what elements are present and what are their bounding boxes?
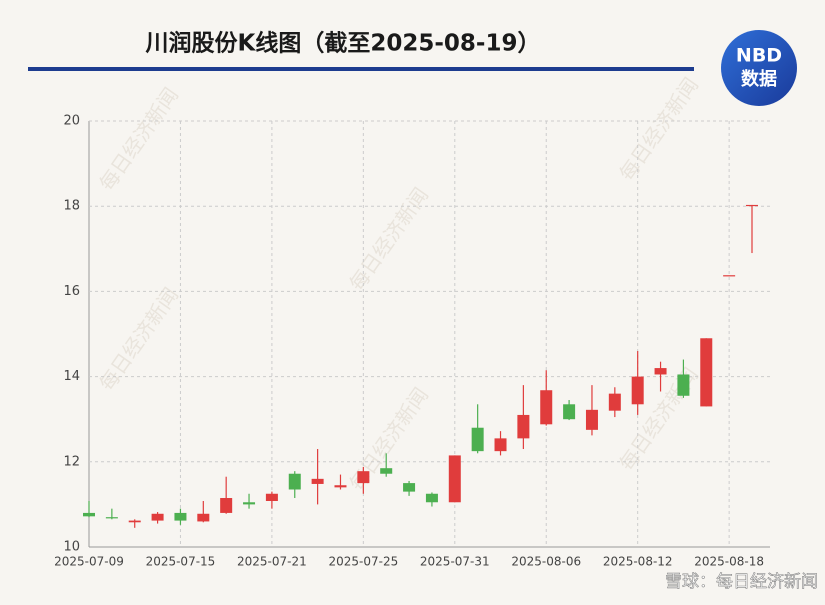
x-tick-label: 2025-07-15 [146, 555, 216, 569]
y-tick-label: 10 [63, 540, 80, 555]
candle-body [288, 473, 301, 490]
candle-body [243, 502, 256, 505]
candle-body [334, 485, 347, 488]
candle-body [448, 455, 461, 503]
candle-body [311, 478, 324, 484]
candle-body [357, 471, 370, 484]
candle-body [425, 493, 438, 503]
x-tick-label: 2025-08-12 [603, 555, 673, 569]
x-tick-label: 2025-08-18 [694, 555, 764, 569]
candle-body [494, 438, 507, 452]
candle-body [723, 275, 736, 277]
candle-body [174, 512, 187, 521]
source-watermark: 雪球：每日经济新闻 [665, 572, 818, 592]
y-tick-label: 20 [63, 114, 80, 129]
logo [721, 30, 797, 106]
y-tick-label: 18 [63, 199, 80, 214]
x-tick-label: 2025-07-09 [54, 555, 124, 569]
candle-body [105, 517, 118, 519]
candle-body [631, 376, 644, 405]
logo-text: NBD [736, 45, 782, 67]
candle-body [654, 368, 667, 375]
candle-body [746, 204, 758, 207]
candle-body [540, 390, 553, 425]
chart-title: 川润股份K线图（截至2025-08-19） [146, 30, 541, 57]
logo-text: 数据 [741, 68, 777, 90]
candle-body [563, 404, 576, 420]
candle-body [677, 374, 690, 396]
title-rule [28, 67, 694, 71]
candle-body [608, 393, 621, 411]
x-tick-label: 2025-07-31 [420, 555, 490, 569]
candle-body [83, 512, 95, 517]
candle-body [471, 427, 484, 452]
candle-body [128, 520, 141, 523]
candle-body [585, 409, 598, 430]
candle-body [403, 483, 416, 492]
candle-body [265, 493, 278, 501]
y-tick-label: 14 [63, 369, 80, 384]
candle-body [700, 338, 713, 407]
candle-body [151, 513, 164, 521]
candle-body [197, 513, 210, 522]
candle-body [380, 468, 393, 474]
y-tick-label: 12 [63, 454, 80, 469]
x-tick-label: 2025-07-21 [237, 555, 307, 569]
x-tick-label: 2025-08-06 [511, 555, 581, 569]
x-tick-label: 2025-07-25 [328, 555, 398, 569]
candle-body [517, 414, 530, 439]
y-tick-label: 16 [63, 284, 80, 299]
candle-body [220, 498, 233, 513]
